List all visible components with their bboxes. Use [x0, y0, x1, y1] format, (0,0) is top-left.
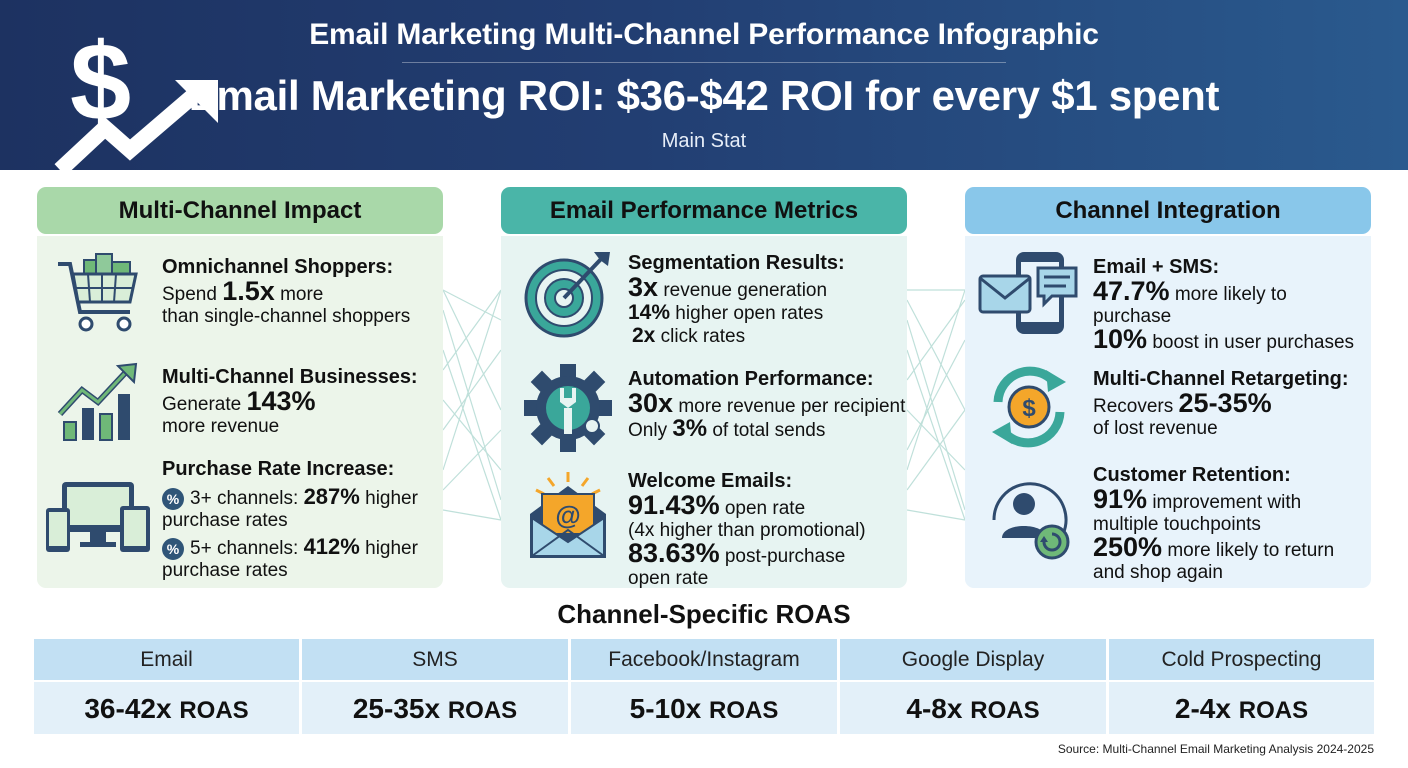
percent-badge-icon: % — [162, 537, 184, 560]
gear-wrench-icon — [524, 364, 612, 452]
automation-performance-block: Automation Performance: 30x more revenue… — [628, 368, 906, 442]
customer-retention-block: Customer Retention: 91% improvement with… — [1093, 464, 1335, 583]
roas-value-sms: 25-35x ROAS — [302, 682, 568, 734]
roas-value-email: 36-42x ROAS — [34, 682, 299, 734]
roas-value-google-display: 4-8x ROAS — [840, 682, 1106, 734]
welcome-emails-block: Welcome Emails: 91.43% open rate (4x hig… — [628, 470, 866, 589]
shopping-cart-icon — [58, 253, 138, 332]
segmentation-results-block: Segmentation Results: 3x revenue generat… — [628, 252, 845, 347]
percent-badge-icon: % — [162, 487, 184, 510]
customer-return-icon — [992, 482, 1070, 560]
dollar-growth-arrow-icon: $ — [54, 21, 218, 170]
omnichannel-shoppers-block: Omnichannel Shoppers: Spend 1.5x more th… — [162, 256, 411, 327]
source-citation: Source: Multi-Channel Email Marketing An… — [1057, 742, 1374, 756]
infographic-subtitle: Email Marketing Multi-Channel Performanc… — [309, 18, 1099, 51]
roas-header-email: Email — [34, 639, 299, 680]
envelope-email-icon: @ — [530, 472, 606, 558]
roas-header-google-display: Google Display — [840, 639, 1106, 680]
roas-value-cold-prospecting: 2-4x ROAS — [1109, 682, 1374, 734]
email-performance-metrics-header: Email Performance Metrics — [501, 187, 907, 234]
at-symbol: @ — [555, 500, 580, 530]
multi-channel-businesses-block: Multi-Channel Businesses: Generate 143% … — [162, 366, 418, 437]
multi-device-icon — [46, 482, 150, 552]
phone-email-sms-icon — [978, 252, 1078, 334]
svg-text:$: $ — [70, 21, 131, 144]
connector-lines — [442, 289, 966, 521]
main-stat-headline: Email Marketing ROI: $36-$42 ROI for eve… — [188, 72, 1220, 119]
main-stat-caption: Main Stat — [661, 130, 747, 152]
purchase-rate-increase-block: Purchase Rate Increase: % 3+ channels: 28… — [162, 458, 418, 581]
target-arrow-icon — [524, 252, 610, 338]
roas-header-facebook-instagram: Facebook/Instagram — [571, 639, 837, 680]
multi-channel-retargeting-block: Multi-Channel Retargeting: Recovers 25-3… — [1093, 368, 1349, 439]
dollar-symbol: $ — [1022, 395, 1036, 422]
roas-section-title: Channel-Specific ROAS — [557, 599, 851, 629]
header-banner: $ Email Marketing Multi-Channel Performa… — [0, 0, 1408, 170]
header-divider — [402, 62, 1006, 63]
email-sms-block: Email + SMS: 47.7% more likely to purcha… — [1093, 256, 1355, 354]
multi-channel-impact-header: Multi-Channel Impact — [37, 187, 443, 234]
roas-header-sms: SMS — [302, 639, 568, 680]
growth-bar-chart-icon — [57, 362, 138, 441]
roas-value-facebook-instagram: 5-10x ROAS — [571, 682, 837, 734]
dollar-recycle-icon: $ — [992, 366, 1066, 448]
roas-header-cold-prospecting: Cold Prospecting — [1109, 639, 1374, 680]
channel-integration-header: Channel Integration — [965, 187, 1371, 234]
